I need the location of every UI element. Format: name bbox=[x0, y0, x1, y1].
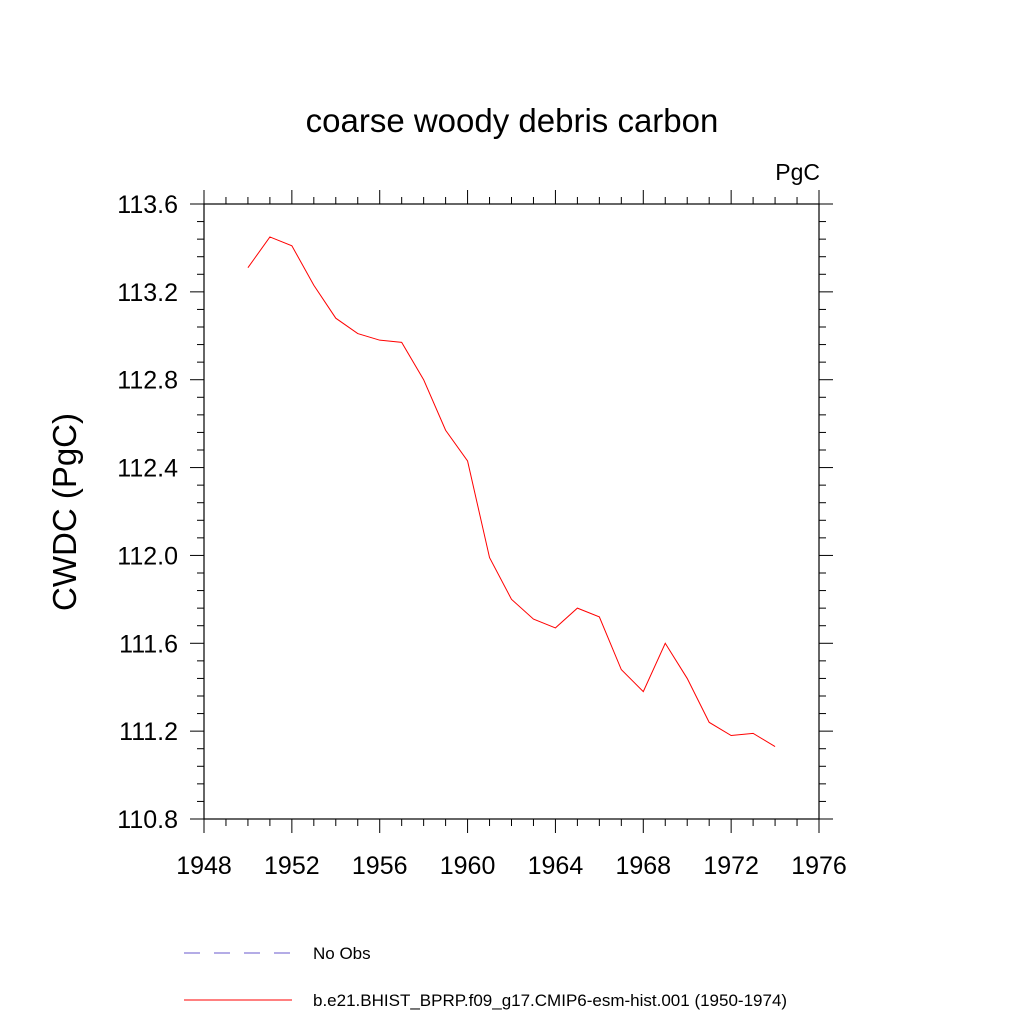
plot-frame bbox=[203, 203, 820, 820]
legend-label-no-obs: No Obs bbox=[313, 944, 371, 963]
x-tick-label: 1964 bbox=[528, 852, 584, 880]
chart-title: coarse woody debris carbon bbox=[306, 102, 719, 139]
x-tick-label: 1968 bbox=[615, 852, 671, 880]
y-tick-label: 113.6 bbox=[117, 191, 178, 219]
legend: No Obs b.e21.BHIST_BPRP.f09_g17.CMIP6-es… bbox=[184, 944, 787, 1010]
ticks-layer: 1948 1952 1956 1960 1964 1968 1972 1976 110.8 111… bbox=[117, 190, 847, 880]
y-tick-label: 111.2 bbox=[119, 718, 178, 746]
x-tick-label: 1960 bbox=[440, 852, 496, 880]
y-tick-label: 112.4 bbox=[117, 455, 178, 483]
units-label: PgC bbox=[775, 159, 820, 185]
x-tick-label: 1956 bbox=[352, 852, 408, 880]
x-tick-label: 1952 bbox=[264, 852, 320, 880]
x-tick-label: 1976 bbox=[791, 852, 847, 880]
y-tick-label: 111.6 bbox=[119, 630, 178, 658]
y-tick-label: 110.8 bbox=[117, 806, 178, 834]
legend-label-model: b.e21.BHIST_BPRP.f09_g17.CMIP6-esm-hist.… bbox=[313, 991, 787, 1010]
y-tick-label: 112.8 bbox=[117, 367, 178, 395]
y-axis-label: CWDC (PgC) bbox=[46, 413, 83, 611]
x-tick-label: 1948 bbox=[176, 852, 232, 880]
series-line-1 bbox=[247, 236, 776, 747]
x-tick-label: 1972 bbox=[703, 852, 759, 880]
y-tick-label: 113.2 bbox=[117, 279, 178, 307]
series-layer bbox=[247, 236, 776, 747]
y-tick-label: 112.0 bbox=[117, 542, 178, 570]
